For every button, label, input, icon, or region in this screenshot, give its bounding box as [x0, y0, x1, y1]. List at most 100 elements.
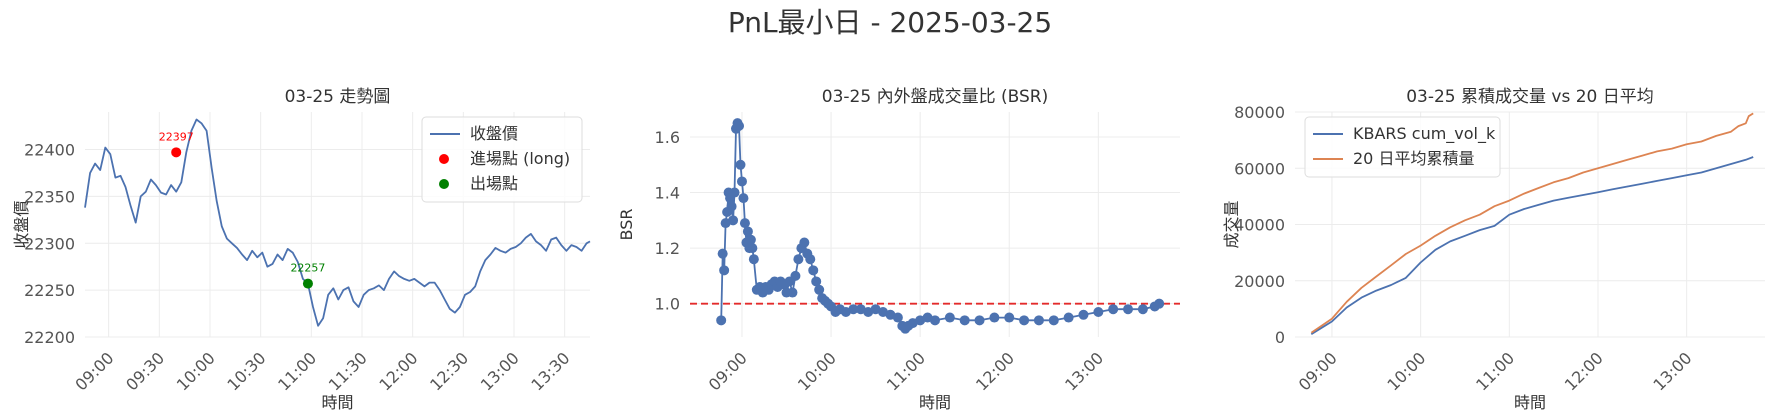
x-tick-label: 13:00 [477, 348, 523, 394]
data-point [735, 159, 746, 170]
price-chart: 03-25 走勢圖 22200 22250 22300 22350 22400 09:00 0… [12, 87, 591, 412]
marker-label: 22257 [290, 262, 325, 275]
panel-title: 03-25 走勢圖 [285, 87, 391, 107]
x-tick-label: 09:00 [1295, 348, 1341, 394]
y-tick-label: 22200 [24, 328, 75, 347]
data-point [738, 193, 749, 204]
y-tick-label: 60000 [1234, 159, 1285, 178]
data-point [1123, 304, 1134, 315]
marker-label: 22397 [159, 130, 194, 143]
y-tick-label: 22300 [24, 234, 75, 253]
x-tick-label: 11:00 [883, 348, 929, 394]
x-tick-label: 13:00 [1061, 348, 1107, 394]
legend-marker [439, 179, 449, 189]
x-tick-label: 09:30 [122, 348, 168, 394]
data-point [739, 218, 750, 229]
y-tick-label: 40000 [1234, 216, 1285, 235]
data-point [814, 284, 825, 295]
data-point [1004, 312, 1015, 323]
bsr-chart: 03-25 內外盤成交量比 (BSR) 1.0 1.2 1.4 1.6 09:00 10:0… [617, 87, 1180, 412]
data-point [742, 226, 753, 237]
series-line [1310, 112, 1754, 334]
data-point [1033, 315, 1044, 326]
x-axis-label: 時間 [1514, 393, 1546, 412]
data-point [989, 312, 1000, 323]
legend-box [421, 116, 583, 203]
legend-entry: 出場點 [470, 174, 518, 193]
data-point [717, 248, 728, 259]
legend-entry: 收盤價 [470, 124, 518, 143]
panel-title: 03-25 累積成交量 vs 20 日平均 [1406, 87, 1654, 107]
data-point [728, 215, 739, 226]
y-tick-label: 1.2 [655, 239, 680, 258]
data-point [719, 265, 730, 276]
figure-title: PnL最小日 - 2025-03-25 [728, 6, 1052, 39]
data-point [793, 254, 804, 265]
y-tick-label: 22400 [24, 141, 75, 160]
series-line [1310, 156, 1754, 335]
data-point [1048, 315, 1059, 326]
x-axis-label: 時間 [321, 393, 353, 412]
data-point [787, 287, 798, 298]
y-tick-label: 1.0 [655, 295, 680, 314]
data-point [799, 237, 810, 248]
legend-box [1304, 116, 1501, 178]
x-tick-label: 13:30 [527, 348, 573, 394]
legend-marker [439, 154, 449, 164]
marker-point [302, 278, 313, 289]
x-tick-label: 10:30 [223, 348, 269, 394]
data-point [805, 254, 816, 265]
y-tick-label: 20000 [1234, 272, 1285, 291]
x-tick-label: 09:00 [705, 348, 751, 394]
data-point [726, 201, 737, 212]
panel-title: 03-25 內外盤成交量比 (BSR) [822, 87, 1048, 107]
y-tick-label: 22250 [24, 281, 75, 300]
data-point [1063, 312, 1074, 323]
x-axis-label: 時間 [919, 393, 951, 412]
volume-chart: 03-25 累積成交量 vs 20 日平均 0 20000 40000 60000 800… [1222, 87, 1765, 412]
data-point [1078, 309, 1089, 320]
x-tick-label: 12:30 [426, 348, 472, 394]
data-point [790, 270, 801, 281]
x-tick-label: 13:00 [1649, 348, 1695, 394]
data-point [1093, 307, 1104, 317]
data-point [716, 315, 727, 326]
x-tick-label: 10:00 [1383, 348, 1429, 394]
x-tick-label: 11:30 [325, 348, 371, 394]
data-point [892, 312, 903, 323]
x-tick-label: 09:00 [71, 348, 117, 394]
data-point [734, 120, 744, 131]
data-point [848, 304, 859, 315]
x-tick-label: 11:00 [1472, 348, 1518, 394]
x-tick-label: 10:00 [173, 348, 219, 394]
marker-point [171, 147, 182, 158]
data-point [729, 187, 740, 198]
data-point [811, 276, 822, 287]
data-point [808, 265, 819, 276]
data-point [748, 254, 759, 265]
x-tick-label: 12:00 [1561, 348, 1607, 394]
data-point [974, 315, 985, 326]
series-line [84, 118, 591, 327]
y-axis-label: 成交量 [1222, 200, 1241, 248]
legend-entry: 進場點 (long) [470, 149, 570, 168]
x-tick-label: 10:00 [794, 348, 840, 394]
x-tick-label: 12:00 [972, 348, 1018, 394]
data-point [745, 234, 756, 245]
y-axis-label: 收盤價 [12, 200, 31, 248]
legend-entry: 20 日平均累積量 [1353, 149, 1474, 168]
data-point [1137, 304, 1148, 315]
y-tick-label: 1.4 [655, 184, 680, 203]
y-tick-label: 0 [1275, 328, 1285, 347]
data-point [930, 315, 940, 326]
data-point [959, 315, 970, 326]
y-axis-label: BSR [617, 209, 636, 241]
data-point [944, 312, 955, 323]
data-point [747, 243, 758, 254]
series-line [720, 122, 1160, 330]
x-tick-label: 12:00 [375, 348, 421, 394]
x-tick-label: 11:00 [274, 348, 320, 394]
data-point [1019, 315, 1030, 326]
